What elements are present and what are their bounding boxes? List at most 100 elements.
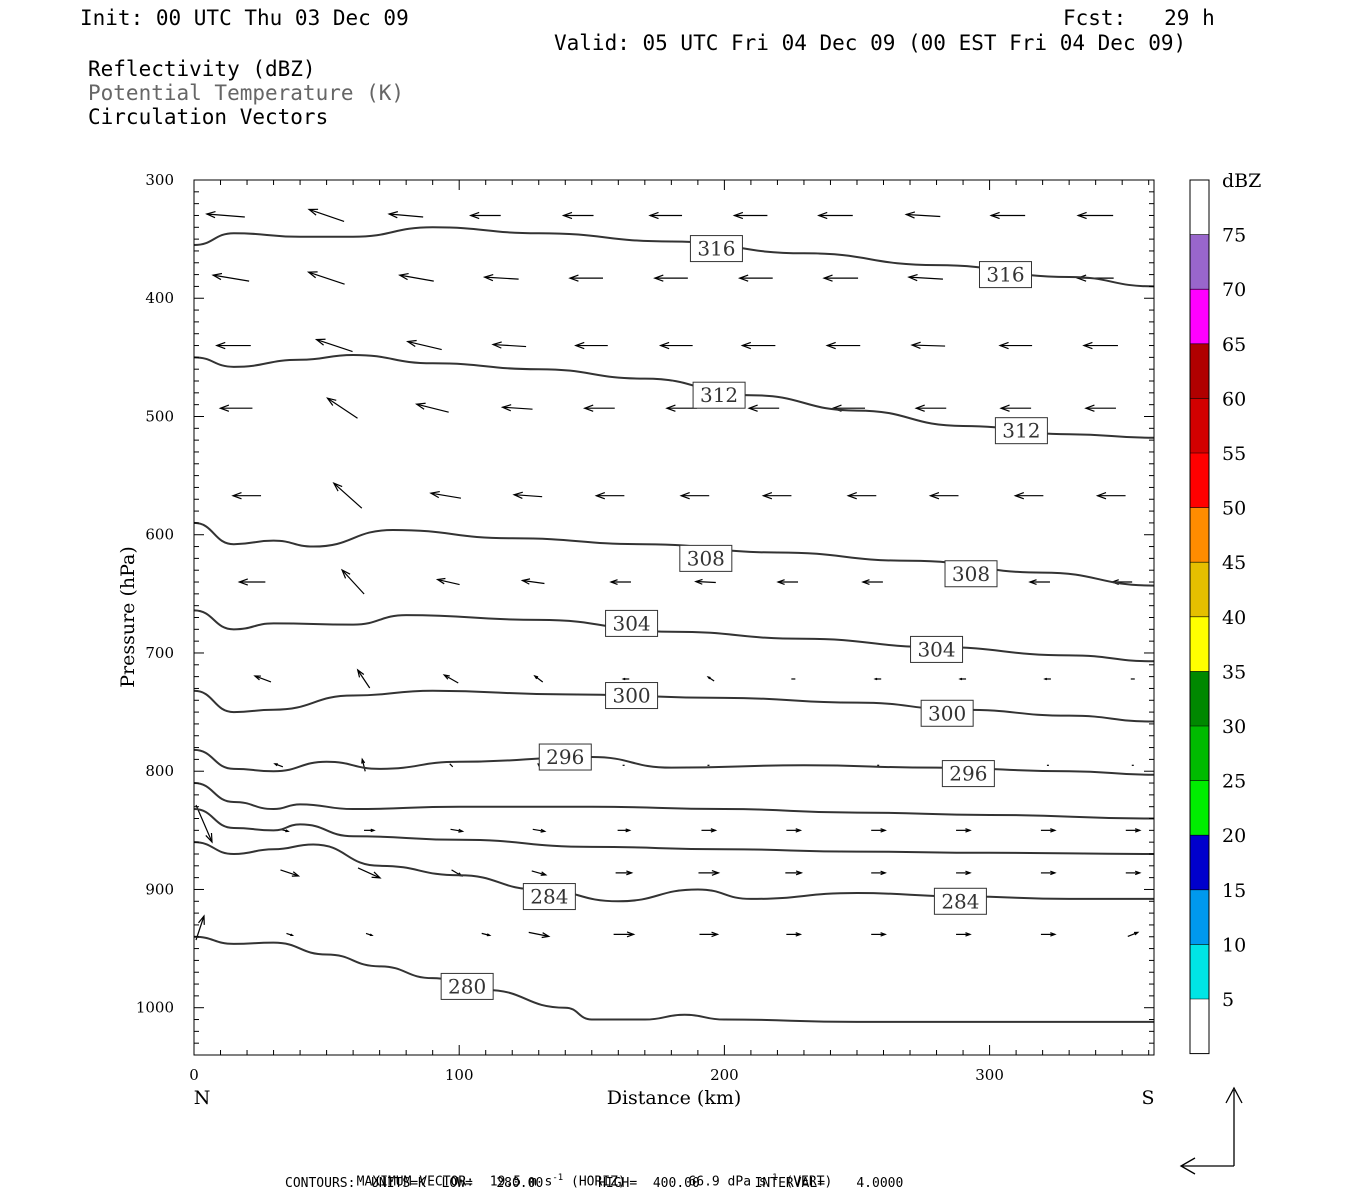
circulation-vector-head	[482, 273, 494, 282]
circulation-vector-head	[285, 829, 290, 833]
contour-label-box	[605, 609, 659, 637]
circulation-vector-head	[356, 668, 365, 678]
circulation-vector-head	[1095, 492, 1107, 500]
circulation-vector-head	[658, 341, 670, 350]
colorbar-label: 15	[1222, 880, 1246, 902]
valid-time: Valid: 05 UTC Fri 04 Dec 09 (00 EST Fri …	[554, 31, 1187, 55]
circulation-vector-head	[486, 933, 492, 937]
circulation-vector-head	[211, 272, 223, 281]
circulation-vector-head	[398, 272, 409, 281]
circulation-vector-head	[468, 211, 480, 220]
circulation-vector-head	[306, 271, 318, 279]
y-tick-label: 800	[145, 762, 174, 780]
contour-theta-line	[193, 609, 1155, 663]
circulation-vector	[280, 869, 299, 877]
circulation-vector	[361, 759, 366, 772]
contour-label: 300	[612, 684, 650, 708]
circulation-vector-head	[740, 341, 752, 350]
max-vector-horiz: MAXIMUM VECTOR: 19.5 m s	[356, 1174, 553, 1190]
contour-label: 304	[917, 637, 955, 661]
circulation-vector-head	[732, 211, 744, 220]
circulation-vector-head	[574, 341, 585, 350]
north-label: N	[194, 1087, 211, 1109]
circulation-vector	[308, 208, 345, 223]
circulation-vector-head	[1028, 579, 1037, 585]
horiz-tag: (HORIZ)	[563, 1174, 626, 1190]
circulation-vector-head	[198, 914, 205, 925]
circulation-vector-head	[1043, 677, 1048, 681]
x-tick-label: 100	[445, 1066, 474, 1084]
contour-label: 308	[687, 546, 725, 570]
circulation-vector-head	[1134, 870, 1142, 876]
circulation-vector	[531, 870, 546, 876]
circulation-vector-head	[880, 870, 887, 876]
colorbar-label: 55	[1222, 443, 1246, 465]
circulation-vector	[399, 274, 434, 282]
colorbar-label: 50	[1222, 498, 1246, 520]
contour-theta-line	[193, 935, 1155, 1023]
colorbar-segment	[1190, 180, 1209, 235]
circulation-vector	[514, 494, 543, 498]
circulation-vector-head	[910, 341, 921, 349]
colorbar-segment	[1190, 289, 1209, 344]
circulation-vector-head	[387, 211, 399, 219]
circulation-vector-head	[609, 579, 618, 585]
circulation-vector-head	[205, 210, 216, 219]
circulation-vector	[484, 276, 519, 280]
circulation-vector	[450, 828, 463, 832]
circulation-vector-head	[442, 674, 450, 680]
circulation-vector-head	[965, 828, 972, 833]
circulation-vector-head	[989, 211, 1000, 220]
colorbar-segment	[1190, 999, 1209, 1054]
circulation-vector-head	[429, 490, 440, 499]
circulation-vector	[695, 580, 716, 584]
y-tick-label: 300	[145, 171, 174, 189]
circulation-vector-head	[907, 273, 918, 282]
circulation-vector-head	[625, 828, 632, 833]
contour-label-box	[605, 682, 659, 710]
contour-label-box	[689, 235, 743, 263]
circulation-vector-head	[761, 492, 773, 500]
circulation-vector-head	[332, 482, 343, 492]
circulation-vector-head	[369, 933, 374, 937]
contour-info-footer: CONTOURS: UNITS=K LOW= 280.00 HIGH= 400.…	[285, 1176, 904, 1191]
colorbar-label: 5	[1222, 989, 1234, 1011]
colorbar-segment	[1190, 616, 1209, 672]
circulation-vector-head	[1076, 211, 1087, 220]
circulation-vector-head	[958, 677, 963, 681]
circulation-vector	[416, 403, 449, 413]
circulation-vector	[532, 828, 545, 832]
circulation-vector-head	[880, 932, 887, 937]
circulation-vector-head	[568, 274, 579, 282]
colorbar-segment	[1190, 889, 1209, 945]
circulation-vector-head	[1082, 341, 1093, 350]
forecast-hour: Fcst: 29 h	[1063, 6, 1215, 30]
circulation-vector	[195, 804, 213, 843]
circulation-vector-head	[1050, 828, 1057, 833]
colorbar-segment	[1190, 671, 1209, 726]
contour-label: 296	[546, 745, 584, 769]
circulation-vector	[430, 492, 462, 499]
circulation-vector-head	[231, 492, 242, 500]
contour-label: 300	[928, 701, 966, 725]
circulation-vector-head	[533, 674, 539, 680]
circulation-vector	[522, 579, 545, 585]
circulation-vector	[443, 674, 459, 684]
colorbar-label: 75	[1222, 225, 1246, 247]
contour-theta-line	[193, 782, 1155, 820]
circulation-vector-head	[340, 568, 351, 579]
contour-label-box	[692, 381, 746, 409]
circulation-vector	[357, 669, 371, 689]
circulation-vector-head	[710, 828, 718, 833]
max-vector-footer: MAXIMUM VECTOR: 19.5 m s-1 (HORIZ) 66.9 …	[341, 1158, 833, 1190]
x-axis-label: Distance (km)	[607, 1087, 742, 1109]
colorbar-segment	[1190, 835, 1209, 890]
circulation-vector-head	[582, 404, 594, 412]
field-reflectivity: Reflectivity (dBZ)	[88, 57, 316, 81]
contour-theta-line	[193, 689, 1155, 723]
circulation-vector-head	[665, 404, 676, 412]
circulation-vector	[502, 406, 533, 410]
circulation-vector	[357, 867, 381, 879]
circulation-vector-head	[314, 338, 326, 346]
y-tick-label: 1000	[136, 999, 174, 1017]
